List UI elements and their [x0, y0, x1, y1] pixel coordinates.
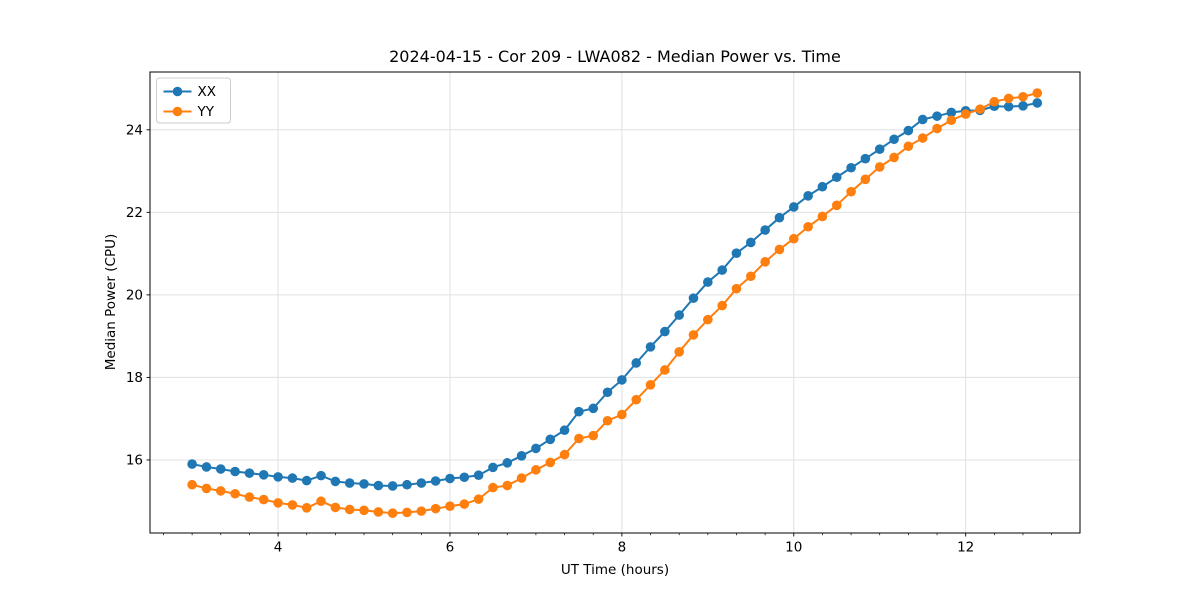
- legend: XX YY: [156, 77, 231, 124]
- x-tick-label: 6: [446, 540, 455, 556]
- x-axis-ticks: 4 6 8 10 12: [274, 533, 974, 556]
- y-tick-label: 16: [126, 453, 143, 469]
- chart-title: 2024-04-15 - Cor 209 - LWA082 - Median P…: [389, 47, 841, 66]
- y-tick-label: 18: [126, 370, 143, 386]
- x-tick-label: 12: [957, 540, 974, 556]
- series-XX: [187, 98, 1043, 491]
- series-YY-markers: [187, 88, 1043, 518]
- y-tick-label: 24: [126, 122, 143, 138]
- series-YY: [187, 88, 1043, 518]
- grid: [150, 72, 1080, 533]
- series-YY-line: [191, 92, 1038, 515]
- legend-label: YY: [197, 104, 215, 120]
- x-tick-label: 8: [618, 540, 627, 556]
- legend-marker-sample: [172, 86, 183, 97]
- axes-frame: [149, 71, 1081, 534]
- y-tick-label: 20: [126, 288, 143, 304]
- x-tick-label: 10: [785, 540, 802, 556]
- x-tick-label: 4: [274, 540, 283, 556]
- y-axis-ticks: 16 18 20 22 24: [126, 122, 150, 469]
- x-axis-label: UT Time (hours): [560, 562, 670, 578]
- legend-marker-sample: [172, 106, 183, 117]
- x-minor-ticks: [163, 533, 1052, 536]
- y-tick-label: 22: [126, 205, 143, 221]
- legend-box: [156, 77, 231, 124]
- legend-label: XX: [198, 84, 217, 100]
